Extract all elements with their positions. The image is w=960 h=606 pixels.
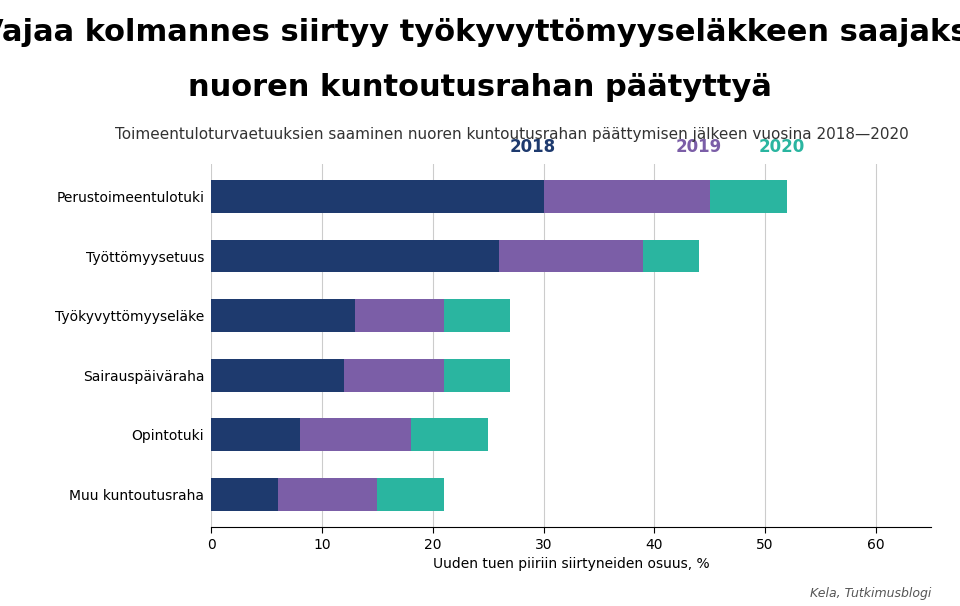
Bar [211, 299, 355, 332]
Bar [411, 418, 488, 451]
Bar [444, 299, 511, 332]
Bar [211, 180, 543, 213]
Bar [300, 418, 411, 451]
Bar [499, 240, 643, 273]
Bar [344, 359, 444, 391]
Text: 2020: 2020 [758, 138, 804, 156]
Bar [211, 418, 300, 451]
X-axis label: Uuden tuen piiriin siirtyneiden osuus, %: Uuden tuen piiriin siirtyneiden osuus, % [433, 557, 709, 571]
Bar [277, 478, 377, 511]
Bar [211, 359, 344, 391]
Text: 2019: 2019 [676, 138, 722, 156]
Bar [709, 180, 787, 213]
Text: Toimeentuloturvaetuuksien saaminen nuoren kuntoutusrahan päättymisen jälkeen vuo: Toimeentuloturvaetuuksien saaminen nuore… [115, 127, 909, 142]
Bar [643, 240, 699, 273]
Text: Kela, Tutkimusblogi: Kela, Tutkimusblogi [810, 587, 931, 600]
Bar [377, 478, 444, 511]
Text: 2018: 2018 [510, 138, 556, 156]
Bar [444, 359, 511, 391]
Bar [211, 478, 277, 511]
Text: Vajaa kolmannes siirtyy työkyvyttömyyseläkkeen saajaksi: Vajaa kolmannes siirtyy työkyvyttömyysel… [0, 18, 960, 47]
Bar [211, 240, 499, 273]
Bar [355, 299, 444, 332]
Bar [543, 180, 709, 213]
Text: nuoren kuntoutusrahan päätyttyä: nuoren kuntoutusrahan päätyttyä [188, 73, 772, 102]
